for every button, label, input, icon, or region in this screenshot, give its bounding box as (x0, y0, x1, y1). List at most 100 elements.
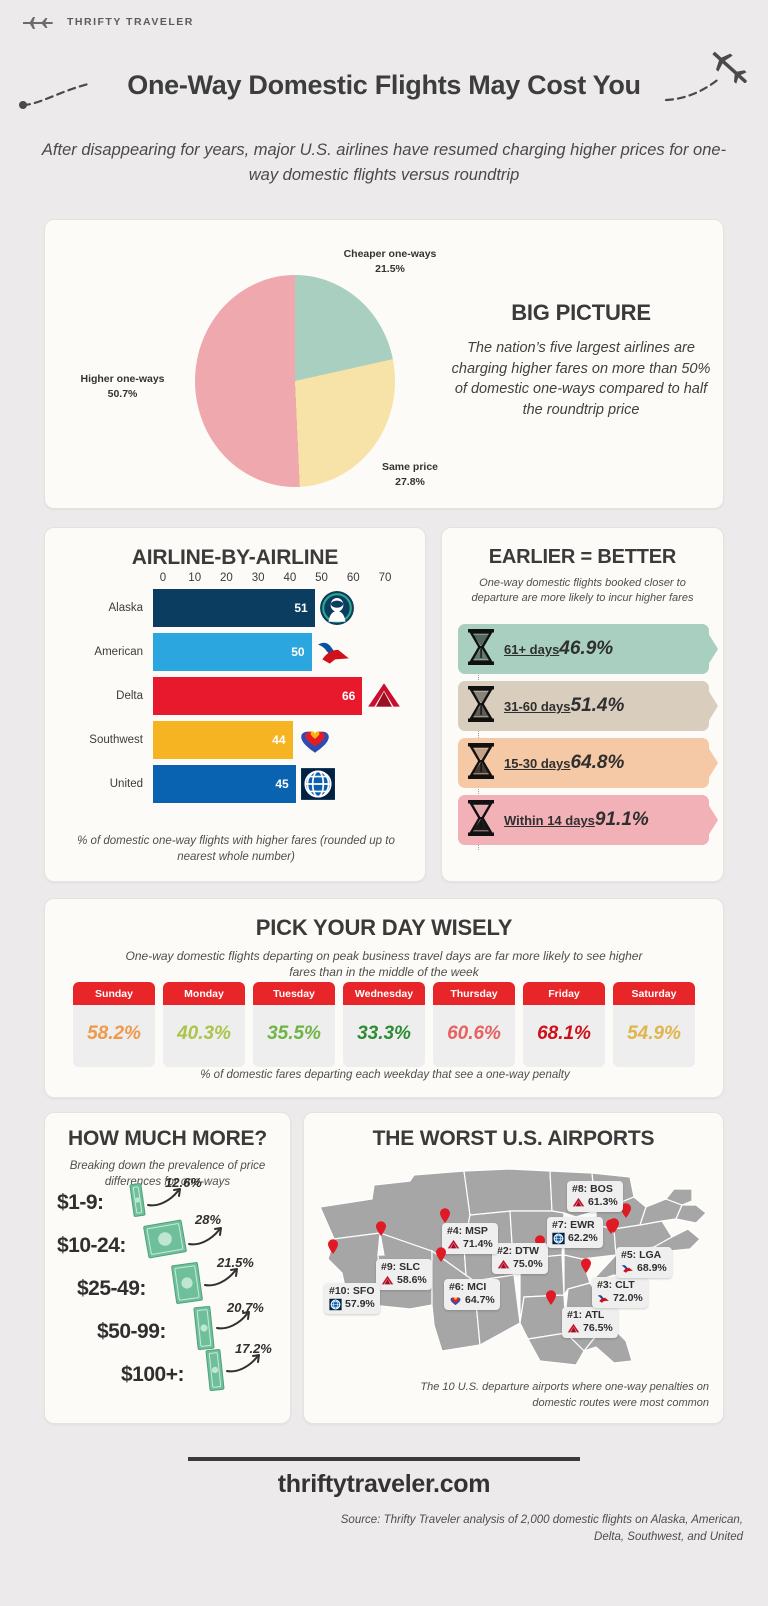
booking-window-band: 15-30 days64.8% (458, 738, 718, 788)
airline-bar-label: Alaska (108, 602, 143, 614)
worst-airports-card: THE WORST U.S. AIRPORTS (303, 1112, 724, 1424)
airport-rank: #8: BOS (572, 1183, 613, 1195)
delta-icon (366, 678, 402, 714)
delta-icon (567, 1322, 580, 1335)
band-label: 61+ days (504, 642, 560, 658)
weekday-card-subtitle: One-way domestic flights departing on pe… (125, 949, 643, 980)
pie-label-higher: Higher one-ways 50.7% (55, 372, 190, 401)
airline-bar-row: United 45 (45, 762, 427, 806)
map-pin-icon[interactable] (581, 1258, 592, 1273)
pie-chart (195, 275, 395, 487)
united-icon (329, 1298, 342, 1311)
pie-label-same-text: Same price (381, 461, 439, 473)
airline-bar-fill: 45 (153, 765, 296, 803)
pie-label-cheaper: Cheaper one-ways 21.5% (305, 247, 475, 276)
weekday-name: Monday (163, 982, 245, 1005)
band-value: 91.1% (594, 809, 649, 831)
weekday-cell: Tuesday 35.5% (253, 982, 335, 1067)
map-card-title: THE WORST U.S. AIRPORTS (372, 1127, 655, 1150)
axis-tick-label: 30 (251, 572, 265, 584)
map-pin-icon[interactable] (440, 1208, 451, 1223)
airline-bar-label: Delta (116, 690, 143, 702)
us-map-shape (319, 1168, 707, 1366)
airline-bar-fill: 50 (153, 633, 312, 671)
airport-label[interactable]: #6: MCI 64.7% (444, 1279, 500, 1311)
page-title-wrap: One-Way Domestic Flights May Cost You (0, 70, 768, 101)
airplane-icon (23, 17, 53, 29)
map-pin-icon[interactable] (328, 1239, 339, 1254)
hourglass-icon (466, 685, 496, 728)
united-icon (552, 1232, 565, 1245)
curved-arrow-icon (188, 1227, 222, 1246)
delta-icon (381, 1274, 394, 1287)
map-pin-icon[interactable] (621, 1203, 632, 1218)
big-picture-title: BIG PICTURE (511, 300, 651, 325)
money-bill-icon (205, 1349, 225, 1396)
airport-label[interactable]: #10: SFO 57.9% (324, 1283, 380, 1315)
map-pin-icon[interactable] (436, 1247, 447, 1262)
airport-rank: #4: MSP (447, 1225, 488, 1237)
booking-window-band: 61+ days46.9% (458, 624, 718, 674)
weekday-value: 40.3% (163, 1005, 245, 1067)
airport-label[interactable]: #2: DTW 75.0% (492, 1243, 548, 1275)
money-bill-icon (193, 1305, 215, 1355)
airport-label[interactable]: #8: BOS 61.3% (567, 1181, 623, 1213)
band-arrow-icon (708, 747, 718, 779)
airline-bar-row: American 50 (45, 630, 427, 674)
band-label: 15-30 days (504, 756, 571, 772)
axis-tick-label: 10 (188, 572, 202, 584)
southwest-icon (297, 722, 333, 758)
dashed-trail-left-icon (19, 82, 90, 109)
map-pin-icon[interactable] (546, 1290, 557, 1305)
delta-icon (497, 1258, 510, 1271)
weekday-card-title: PICK YOUR DAY WISELY (255, 915, 513, 940)
airline-bar-chart: Alaska 51 American 50 Delta 66 Southwest 44 Unit… (45, 586, 427, 806)
airline-bar-label: Southwest (89, 734, 143, 746)
price-range-label: $10-24: (57, 1234, 126, 1257)
earlier-better-card: EARLIER = BETTER One-way domestic flight… (441, 527, 724, 882)
american-icon (621, 1262, 634, 1275)
airport-rank: #7: EWR (552, 1219, 595, 1231)
pie-label-cheaper-value: 21.5% (375, 262, 405, 275)
united-icon (300, 766, 336, 802)
page-title: One-Way Domestic Flights May Cost You (127, 70, 641, 100)
earlier-card-subtitle: One-way domestic flights booked closer t… (471, 577, 694, 604)
airport-rank: #2: DTW (497, 1245, 539, 1257)
price-range-label: $1-9: (57, 1191, 104, 1214)
price-range-percent: 17.2% (235, 1341, 272, 1356)
airport-label[interactable]: #9: SLC 58.6% (376, 1259, 432, 1291)
american-icon (597, 1292, 610, 1305)
big-picture-block: BIG PICTURE The nation’s five largest ai… (450, 300, 712, 420)
airline-bar-row: Alaska 51 (45, 586, 427, 630)
pie-label-same-value: 27.8% (395, 475, 425, 488)
curved-arrow-icon (216, 1311, 250, 1330)
band-label: Within 14 days (504, 813, 595, 829)
airport-label[interactable]: #5: LGA 68.9% (616, 1247, 672, 1279)
airport-label[interactable]: #1: ATL 76.5% (562, 1307, 618, 1339)
band-arrow-icon (708, 690, 718, 722)
how-much-more-card: HOW MUCH MORE? Breaking down the prevale… (44, 1112, 291, 1424)
band-value: 51.4% (570, 695, 625, 717)
airport-rank: #9: SLC (381, 1261, 421, 1273)
airport-rank: #5: LGA (621, 1249, 662, 1261)
howmuch-card-title: HOW MUCH MORE? (67, 1127, 267, 1150)
airport-label[interactable]: #7: EWR 62.2% (547, 1217, 603, 1249)
footer-url[interactable]: thriftytraveler.com (277, 1470, 491, 1498)
map-card-footnote: The 10 U.S. departure airports where one… (420, 1381, 709, 1409)
airport-label[interactable]: #4: MSP 71.4% (442, 1223, 498, 1255)
weekday-cell: Sunday 58.2% (73, 982, 155, 1067)
map-pin-icon[interactable] (606, 1219, 617, 1234)
airport-label[interactable]: #3: CLT 72.0% (592, 1277, 648, 1309)
map-pin-icon[interactable] (376, 1221, 387, 1236)
airline-bar-track: 45 (153, 764, 375, 804)
page-subtitle: After disappearing for years, major U.S.… (41, 141, 727, 184)
band-label: 31-60 days (504, 699, 571, 715)
airline-bar-fill: 66 (153, 677, 363, 715)
axis-tick-label: 40 (283, 572, 297, 584)
brand-name: THRIFTY TRAVELER (67, 16, 194, 28)
curved-arrow-icon (226, 1354, 260, 1373)
airport-value-row: 71.4% (447, 1238, 493, 1251)
pick-your-day-card: PICK YOUR DAY WISELY One-way domestic fl… (44, 898, 724, 1098)
airline-bar-track: 51 (153, 588, 375, 628)
weekday-value: 35.5% (253, 1005, 335, 1067)
